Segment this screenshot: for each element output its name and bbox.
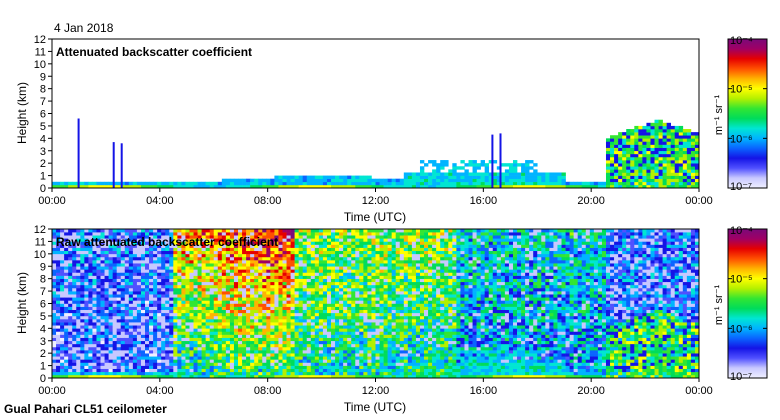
y-tick-label: 1 bbox=[40, 361, 46, 373]
y-axis-label: Height (km) bbox=[15, 82, 29, 144]
colorbar-tick-label: 10⁻⁴ bbox=[730, 35, 753, 47]
colorbar-label: m⁻¹ sr⁻¹ bbox=[713, 285, 725, 326]
x-tick-label: 04:00 bbox=[146, 385, 174, 397]
date-label: 4 Jan 2018 bbox=[54, 21, 114, 35]
panel-attenuated: Attenuated backscatter coefficient 01234… bbox=[15, 34, 768, 224]
y-tick-label: 5 bbox=[40, 311, 46, 323]
x-tick-label: 16:00 bbox=[470, 195, 498, 207]
x-tick-label: 20:00 bbox=[577, 195, 605, 207]
y-tick-label: 2 bbox=[40, 348, 46, 360]
y-tick-label: 7 bbox=[40, 286, 46, 298]
y-tick-label: 1 bbox=[40, 171, 46, 183]
y-tick-label: 7 bbox=[40, 96, 46, 108]
x-tick-label: 12:00 bbox=[362, 195, 390, 207]
x-tick-label: 00:00 bbox=[685, 385, 713, 397]
y-tick-label: 10 bbox=[34, 249, 46, 261]
colorbar: 10⁻⁴ 10⁻⁵ 10⁻⁶ 10⁻⁷ m⁻¹ sr⁻¹ bbox=[713, 35, 768, 193]
y-tick-label: 8 bbox=[40, 274, 46, 286]
colorbar-tick-label: 10⁻⁶ bbox=[730, 133, 753, 145]
x-tick-label: 00:00 bbox=[685, 195, 713, 207]
colorbar-scale bbox=[727, 228, 768, 379]
y-tick-label: 3 bbox=[40, 336, 46, 348]
x-axis-label: Time (UTC) bbox=[344, 400, 406, 414]
colorbar-ticks: 10⁻⁴ 10⁻⁵ 10⁻⁶ 10⁻⁷ bbox=[728, 35, 767, 193]
y-tick-label: 2 bbox=[40, 158, 46, 170]
colorbar-scale bbox=[727, 38, 768, 189]
colorbar-tick-label: 10⁻⁷ bbox=[730, 371, 752, 383]
y-tick-label: 12 bbox=[34, 34, 46, 46]
y-tick-label: 11 bbox=[35, 46, 46, 58]
x-tick-label: 00:00 bbox=[38, 385, 66, 397]
y-tick-label: 8 bbox=[40, 84, 46, 96]
colorbar-tick-label: 10⁻⁴ bbox=[730, 225, 753, 237]
x-tick-label: 08:00 bbox=[254, 385, 282, 397]
x-axis-label: Time (UTC) bbox=[344, 210, 406, 224]
heatmap-cells bbox=[52, 229, 699, 378]
colorbar-tick-label: 10⁻⁶ bbox=[730, 323, 753, 335]
x-tick-label: 04:00 bbox=[146, 195, 174, 207]
x-tick-label: 00:00 bbox=[38, 195, 66, 207]
y-tick-label: 3 bbox=[40, 146, 46, 158]
y-tick-label: 9 bbox=[40, 71, 46, 83]
panel-title: Attenuated backscatter coefficient bbox=[56, 45, 252, 59]
y-tick-label: 0 bbox=[40, 373, 46, 385]
panel-raw-attenuated: Raw attenuated backscatter coefficient 0… bbox=[15, 224, 768, 414]
y-tick-label: 10 bbox=[34, 59, 46, 71]
x-tick-label: 20:00 bbox=[577, 385, 605, 397]
x-ticks: 00:00 04:00 08:00 12:00 16:00 20:00 00:00 bbox=[38, 378, 713, 397]
y-tick-label: 0 bbox=[40, 183, 46, 195]
heatmap-cells bbox=[52, 118, 699, 188]
plot-area bbox=[52, 39, 699, 188]
colorbar-tick-label: 10⁻⁵ bbox=[730, 84, 753, 96]
footer-label: Gual Pahari CL51 ceilometer bbox=[4, 402, 167, 416]
colorbar-tick-label: 10⁻⁷ bbox=[730, 181, 752, 193]
panel-title: Raw attenuated backscatter coefficient bbox=[56, 235, 278, 249]
y-tick-label: 11 bbox=[35, 236, 46, 248]
x-tick-label: 16:00 bbox=[470, 385, 498, 397]
y-tick-label: 6 bbox=[40, 109, 46, 121]
y-axis-label: Height (km) bbox=[15, 272, 29, 334]
y-tick-label: 6 bbox=[40, 299, 46, 311]
colorbar-label: m⁻¹ sr⁻¹ bbox=[713, 95, 725, 136]
y-tick-label: 9 bbox=[40, 261, 46, 273]
x-ticks: 00:00 04:00 08:00 12:00 16:00 20:00 00:00 bbox=[38, 188, 713, 207]
x-tick-label: 12:00 bbox=[362, 385, 390, 397]
y-tick-label: 5 bbox=[40, 121, 46, 133]
y-tick-label: 12 bbox=[34, 224, 46, 236]
x-tick-label: 08:00 bbox=[254, 195, 282, 207]
colorbar-tick-label: 10⁻⁵ bbox=[730, 274, 753, 286]
y-tick-label: 4 bbox=[40, 323, 46, 335]
y-tick-label: 4 bbox=[40, 133, 46, 145]
colorbar: 10⁻⁴ 10⁻⁵ 10⁻⁶ 10⁻⁷ m⁻¹ sr⁻¹ bbox=[713, 225, 768, 383]
colorbar-ticks: 10⁻⁴ 10⁻⁵ 10⁻⁶ 10⁻⁷ bbox=[728, 225, 767, 383]
